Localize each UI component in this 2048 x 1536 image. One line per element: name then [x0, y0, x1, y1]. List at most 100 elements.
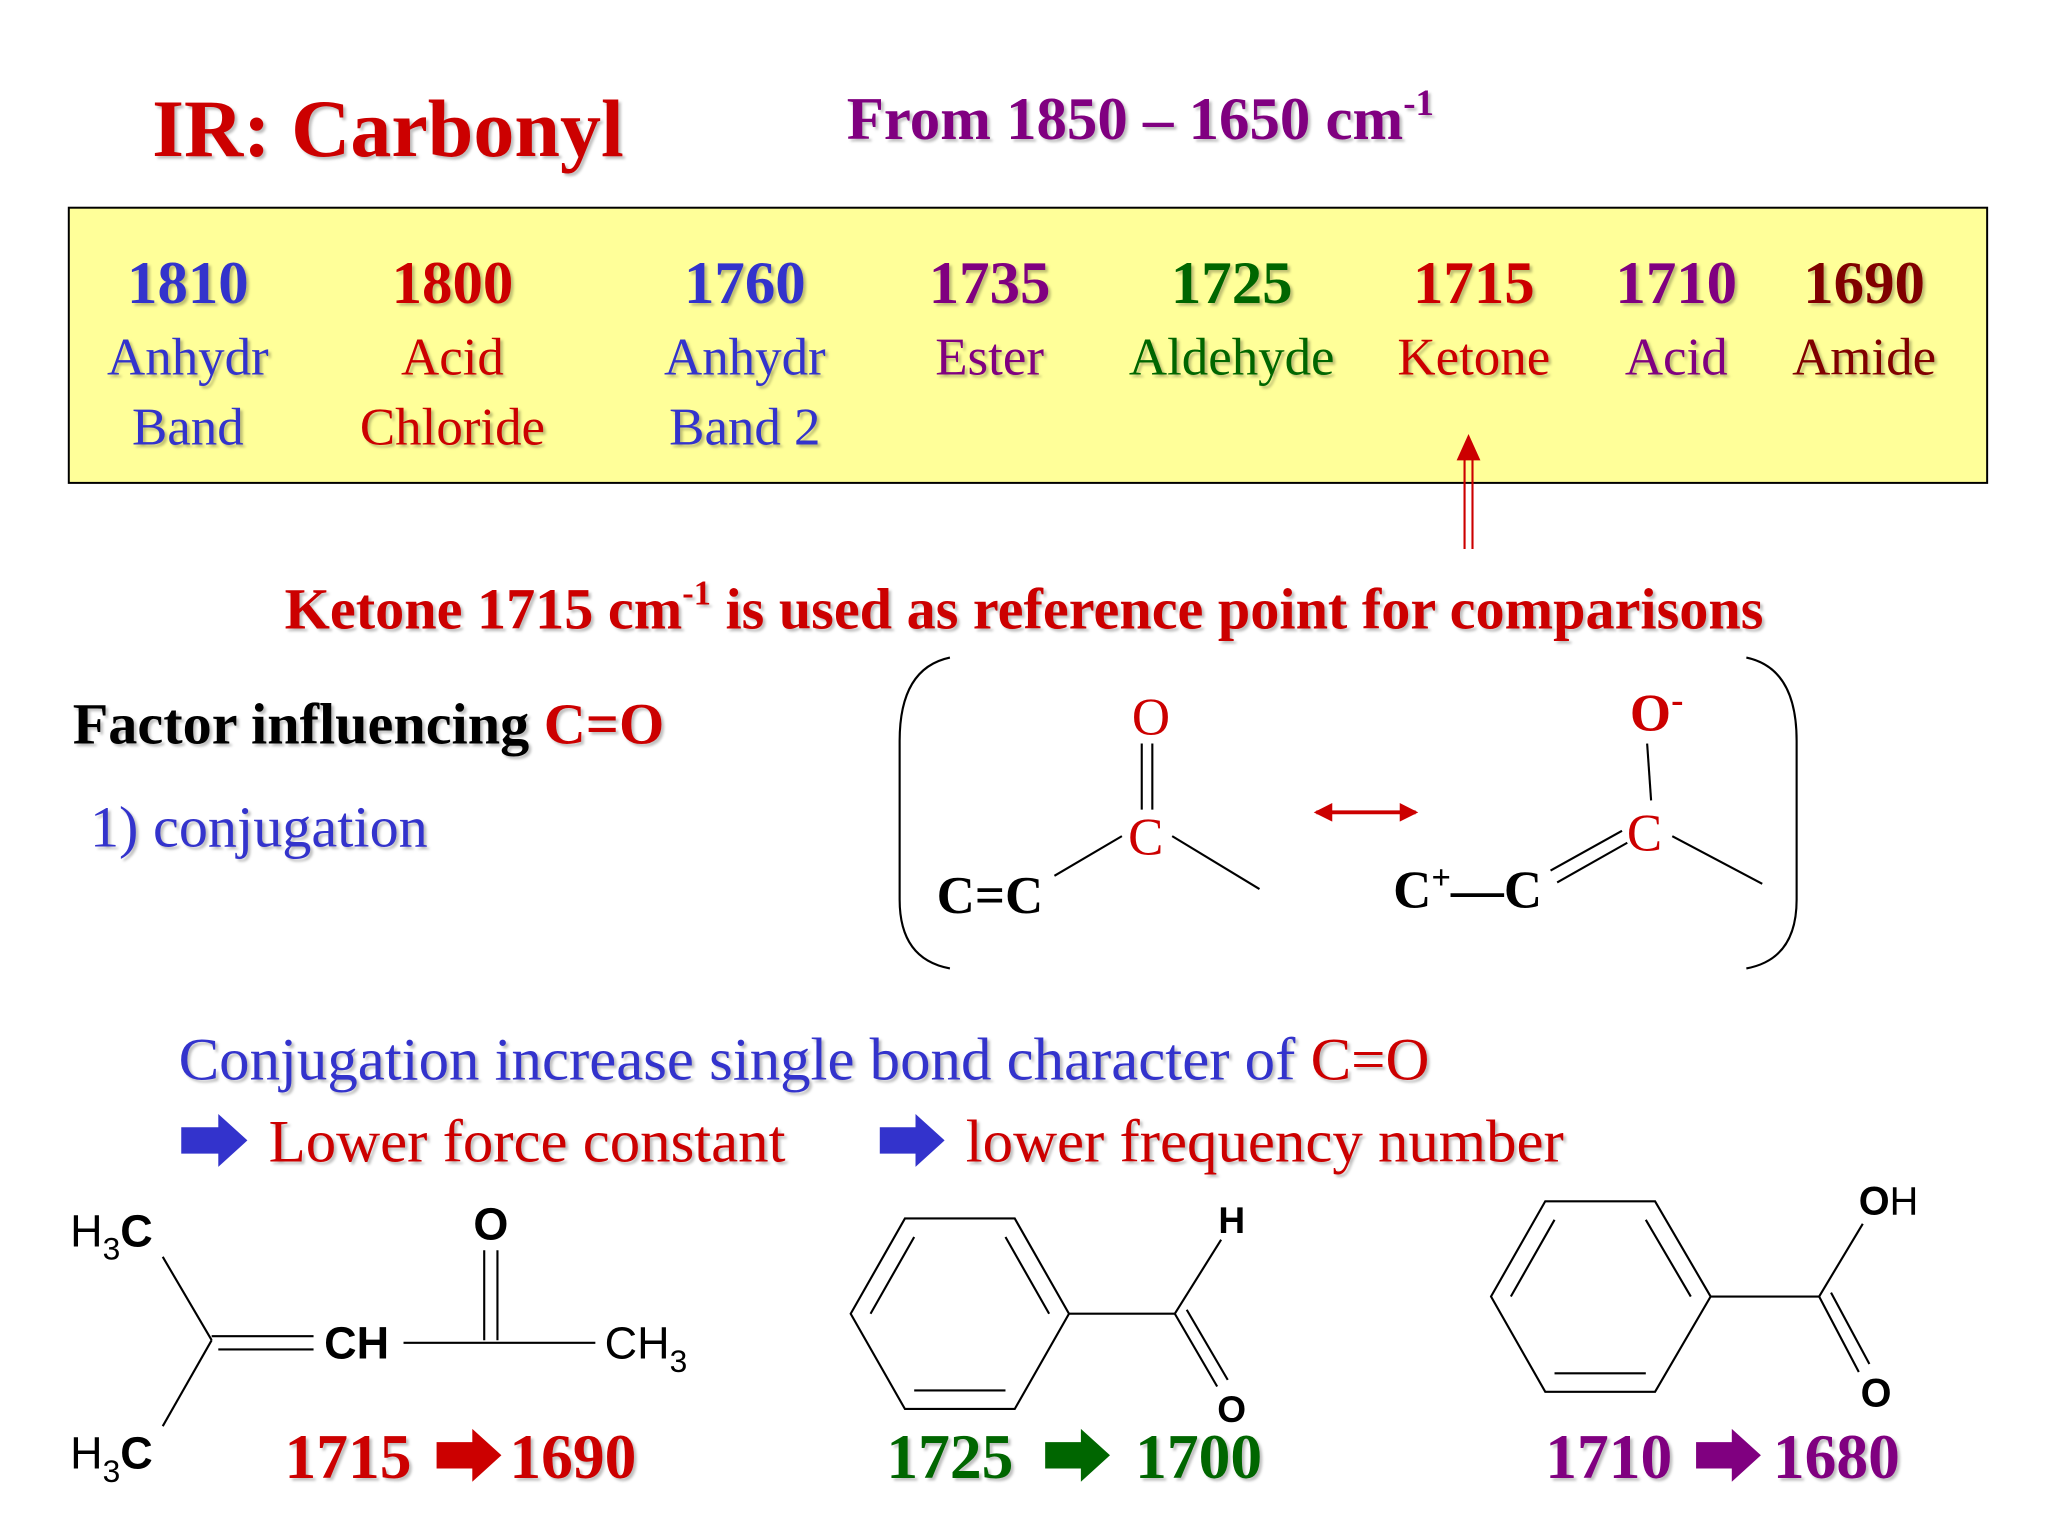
bond	[1818, 1223, 1864, 1298]
atom: C=C	[937, 867, 1044, 925]
bond	[1053, 835, 1123, 877]
column-label: Aldehyde	[1129, 328, 1335, 386]
bond	[1646, 743, 1653, 801]
factor-heading: Factor influencing C=O	[73, 692, 664, 757]
shift-from: 1715	[284, 1421, 411, 1492]
factor-text: Factor influencing	[73, 692, 544, 757]
shift-from: 1725	[886, 1421, 1013, 1492]
arrow-head	[1456, 433, 1481, 461]
group: C=O	[1311, 1027, 1430, 1094]
bond	[1830, 1292, 1871, 1365]
atom: H	[70, 1205, 102, 1256]
column-value: 1710	[1615, 250, 1737, 317]
arrow-icon	[1045, 1428, 1110, 1482]
atom-o: O	[1630, 684, 1671, 742]
step2: lower frequency number	[966, 1109, 1564, 1176]
column-value: 1760	[684, 250, 806, 317]
charge: -	[1671, 680, 1683, 721]
atom: H	[1218, 1199, 1245, 1241]
atom: C	[1504, 862, 1542, 920]
bond	[1173, 1313, 1219, 1388]
charge: +	[1431, 859, 1451, 897]
arrow-icon	[436, 1428, 502, 1482]
atom: CH	[605, 1318, 670, 1369]
bond	[1185, 1309, 1229, 1381]
ring-inner	[1509, 1219, 1692, 1375]
atom: H	[1890, 1180, 1919, 1224]
range: From 1850 – 1650 cm-1	[847, 83, 1434, 153]
arrow-icon	[181, 1113, 248, 1167]
title: IR: Carbonyl	[152, 83, 624, 174]
reference: Ketone 1715 cm-1 is used as reference po…	[285, 575, 1764, 642]
column-label: Chloride	[360, 399, 545, 457]
bond: —	[1450, 862, 1505, 920]
range-sup: -1	[1403, 83, 1434, 124]
bond	[1171, 835, 1261, 890]
step1: Lower force constant	[269, 1109, 786, 1176]
subscript: 3	[103, 1230, 121, 1266]
arrow-icon	[879, 1113, 945, 1167]
column-value: 1735	[929, 250, 1051, 317]
bond	[161, 1256, 213, 1341]
subscript: 3	[103, 1453, 121, 1489]
atom: O-	[1630, 680, 1684, 743]
column-value: 1810	[127, 250, 249, 317]
bond	[161, 1339, 213, 1427]
atom: C	[1627, 805, 1662, 863]
shift-from: 1710	[1545, 1421, 1672, 1492]
atom: C	[120, 1428, 152, 1479]
column-value: 1800	[392, 250, 514, 317]
range-text: From 1850 – 1650 cm	[847, 86, 1404, 153]
atom: C	[1393, 862, 1431, 920]
column-value: 1715	[1413, 250, 1535, 317]
shift-to: 1680	[1773, 1421, 1900, 1492]
bracket-right	[1746, 656, 1798, 970]
h3c: H3C	[70, 1428, 153, 1489]
column-value: 1725	[1171, 250, 1293, 317]
ref-lead: Ketone 1715 cm	[285, 576, 683, 641]
atom: C	[120, 1205, 152, 1256]
ch3: CH3	[605, 1318, 688, 1379]
arrow-icon	[1696, 1428, 1761, 1482]
table: 1810 Anhydr Band 1800 Acid Chloride 1760 Anhydr…	[107, 250, 1936, 457]
bond	[1671, 835, 1763, 885]
resonance: O C C=C O- C C+—C	[898, 656, 1798, 970]
molecule-2: H O	[849, 1199, 1246, 1430]
column-label: Band 2	[669, 399, 820, 457]
shift-to: 1690	[509, 1421, 636, 1492]
column-label: Anhydr	[664, 328, 826, 386]
explanation-line1: Conjugation increase single bond charact…	[179, 1027, 1430, 1094]
atom: H	[70, 1428, 102, 1479]
column-label: Anhydr	[107, 328, 269, 386]
table-box	[67, 206, 1989, 484]
shifts: 1715 1690 1725 1700 1710 1680	[284, 1421, 1899, 1492]
subscript: 3	[670, 1343, 688, 1379]
column-label: Amide	[1792, 328, 1936, 386]
text: Conjugation increase single bond charact…	[179, 1027, 1311, 1094]
atom: C	[1128, 809, 1163, 867]
column-label: Ester	[935, 328, 1044, 386]
molecule-1: H3C CH O CH3 H3C	[70, 1199, 687, 1489]
column-value: 1690	[1803, 250, 1925, 317]
atom: O	[1217, 1388, 1246, 1430]
atom: CH	[324, 1318, 389, 1369]
bond	[1556, 841, 1628, 884]
bond	[1173, 1239, 1223, 1315]
factor-item: 1) conjugation	[90, 795, 428, 860]
atom: O	[473, 1199, 508, 1250]
column-label: Acid	[1625, 328, 1728, 386]
ring-inner	[869, 1236, 1051, 1392]
h3c: H3C	[70, 1205, 153, 1266]
shift-to: 1700	[1135, 1421, 1262, 1492]
oh: OH	[1859, 1180, 1919, 1224]
ref-rest: is used as reference point for compariso…	[711, 576, 1763, 641]
cation-chain: C+—C	[1393, 859, 1542, 920]
bond	[1818, 1296, 1860, 1373]
column-label: Band	[132, 399, 244, 457]
molecule-3: OH O	[1489, 1180, 1919, 1415]
atom: O	[1861, 1371, 1892, 1415]
column-label: Acid	[401, 328, 504, 386]
atom: O	[1132, 688, 1170, 746]
